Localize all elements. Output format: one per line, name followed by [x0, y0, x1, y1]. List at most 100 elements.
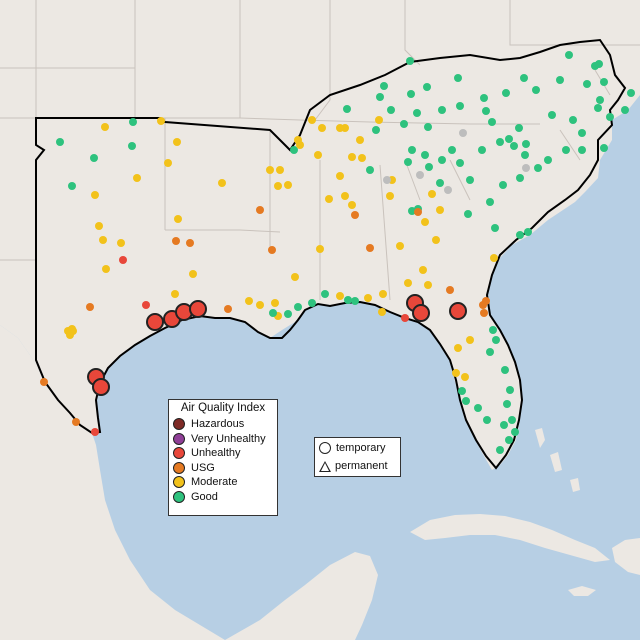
- station-marker: [91, 428, 99, 436]
- station-marker: [482, 107, 490, 115]
- station-marker: [404, 158, 412, 166]
- station-marker: [596, 96, 604, 104]
- station-marker: [218, 179, 226, 187]
- station-marker: [379, 290, 387, 298]
- station-marker: [174, 215, 182, 223]
- station-marker: [456, 102, 464, 110]
- station-marker: [459, 129, 467, 137]
- station-marker: [583, 80, 591, 88]
- station-marker: [516, 231, 524, 239]
- legend-item-hazardous: Hazardous: [169, 417, 277, 432]
- station-marker: [482, 297, 490, 305]
- station-marker: [446, 286, 454, 294]
- station-marker-large: [92, 378, 110, 396]
- station-marker: [499, 181, 507, 189]
- legend-item-unhealthy: Unhealthy: [169, 446, 277, 461]
- station-marker: [341, 192, 349, 200]
- station-marker: [505, 135, 513, 143]
- station-marker: [269, 309, 277, 317]
- station-marker: [386, 192, 394, 200]
- station-marker: [490, 254, 498, 262]
- station-marker: [524, 228, 532, 236]
- station-marker: [164, 159, 172, 167]
- station-marker: [515, 124, 523, 132]
- station-marker: [496, 446, 504, 454]
- station-marker: [274, 182, 282, 190]
- legend-swatch-hazardous: [173, 418, 185, 431]
- station-marker: [128, 142, 136, 150]
- station-marker: [351, 297, 359, 305]
- station-marker: [308, 299, 316, 307]
- station-marker: [321, 290, 329, 298]
- station-marker: [336, 172, 344, 180]
- station-marker: [505, 436, 513, 444]
- legend-label-unhealthy: Unhealthy: [191, 447, 241, 460]
- station-marker: [488, 118, 496, 126]
- station-marker: [578, 129, 586, 137]
- station-marker: [256, 301, 264, 309]
- station-marker: [348, 201, 356, 209]
- land-hispaniola: [612, 538, 640, 575]
- land-mexico: [0, 325, 225, 640]
- station-marker: [501, 366, 509, 374]
- station-marker: [466, 336, 474, 344]
- station-marker: [378, 308, 386, 316]
- shape-legend: temporary permanent: [314, 437, 401, 477]
- station-marker: [68, 182, 76, 190]
- station-marker: [396, 242, 404, 250]
- shape-label-temporary: temporary: [336, 442, 386, 454]
- station-marker: [565, 51, 573, 59]
- station-marker: [511, 428, 519, 436]
- station-marker: [461, 373, 469, 381]
- station-marker: [358, 154, 366, 162]
- legend-swatch-good: [173, 490, 185, 503]
- station-marker: [290, 146, 298, 154]
- legend-label-usg: USG: [191, 461, 215, 474]
- station-marker: [569, 116, 577, 124]
- station-marker: [486, 198, 494, 206]
- station-marker: [419, 266, 427, 274]
- station-marker: [266, 166, 274, 174]
- station-marker: [438, 106, 446, 114]
- station-marker-large: [189, 300, 207, 318]
- shape-legend-temporary: temporary: [315, 440, 400, 456]
- station-marker: [366, 244, 374, 252]
- station-marker: [444, 186, 452, 194]
- station-marker: [407, 90, 415, 98]
- station-marker: [356, 136, 364, 144]
- station-marker: [296, 141, 304, 149]
- station-marker: [474, 404, 482, 412]
- aqi-legend: Air Quality Index Hazardous Very Unhealt…: [168, 399, 278, 516]
- shape-label-permanent: permanent: [335, 460, 388, 472]
- station-marker: [454, 74, 462, 82]
- station-marker: [462, 397, 470, 405]
- station-marker: [173, 138, 181, 146]
- station-marker: [466, 176, 474, 184]
- legend-label-good: Good: [191, 490, 218, 503]
- station-marker: [480, 94, 488, 102]
- land-cuba: [410, 514, 610, 562]
- station-marker: [496, 138, 504, 146]
- station-marker: [186, 239, 194, 247]
- station-marker: [452, 369, 460, 377]
- station-marker: [556, 76, 564, 84]
- station-marker: [189, 270, 197, 278]
- station-marker: [372, 126, 380, 134]
- station-marker: [401, 314, 409, 322]
- station-marker: [102, 265, 110, 273]
- station-marker: [423, 83, 431, 91]
- station-marker: [90, 154, 98, 162]
- station-marker: [428, 190, 436, 198]
- station-marker: [600, 78, 608, 86]
- station-marker: [492, 336, 500, 344]
- legend-item-moderate: Moderate: [169, 475, 277, 490]
- station-marker: [510, 142, 518, 150]
- station-marker: [436, 206, 444, 214]
- legend-label-very-unhealthy: Very Unhealthy: [191, 432, 266, 445]
- station-marker: [308, 116, 316, 124]
- station-marker: [458, 387, 466, 395]
- station-marker: [336, 124, 344, 132]
- legend-swatch-unhealthy: [173, 447, 185, 460]
- station-marker: [291, 273, 299, 281]
- legend-swatch-moderate: [173, 476, 185, 489]
